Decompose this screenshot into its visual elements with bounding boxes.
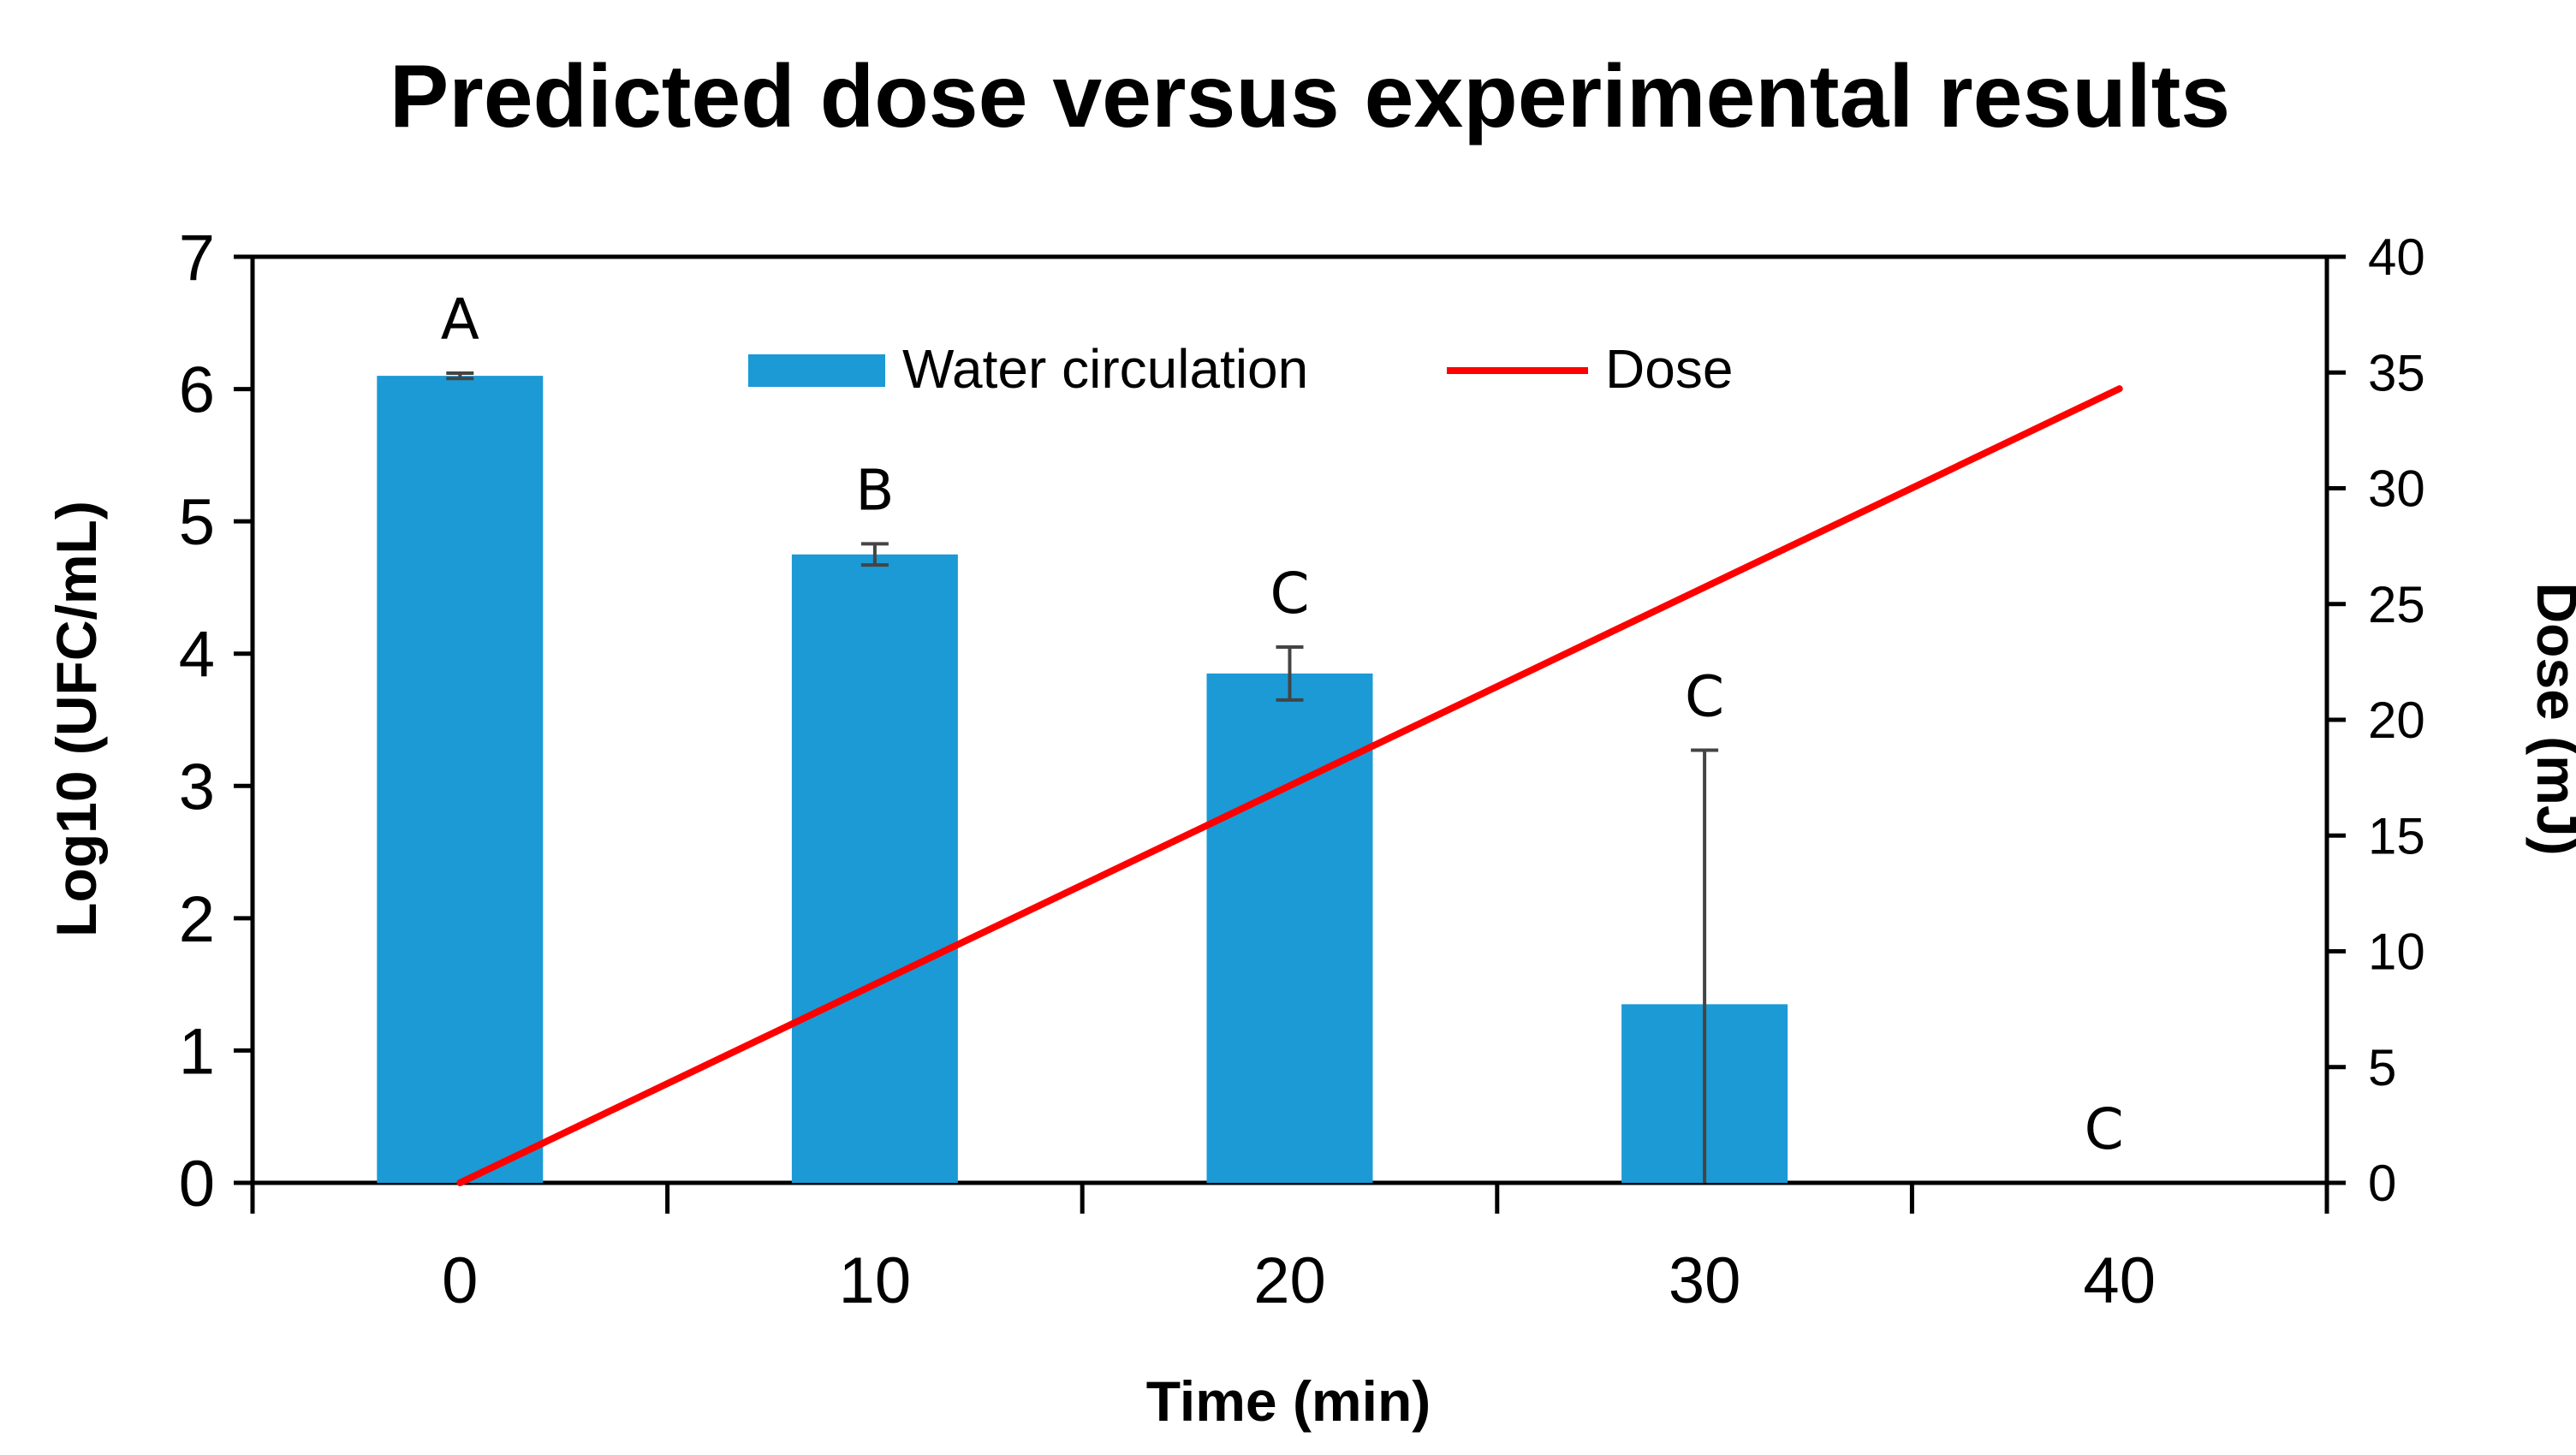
bar	[1206, 673, 1373, 1183]
y2-tick-label: 40	[2368, 229, 2425, 286]
x-tick-label: 10	[839, 1244, 912, 1317]
y2-tick-label: 25	[2368, 576, 2425, 633]
y-tick-label: 5	[179, 486, 215, 559]
x-tick-label: 20	[1253, 1244, 1326, 1317]
y2-tick-label: 0	[2368, 1155, 2396, 1212]
x-tick-label: 0	[442, 1244, 478, 1317]
x-tick-label: 40	[2083, 1244, 2156, 1317]
legend: Water circulation Dose	[748, 338, 1733, 400]
significance-letter: C	[2085, 1096, 2124, 1162]
significance-letters: A B C C C	[441, 287, 2124, 1162]
x-tick-label: 30	[1669, 1244, 1741, 1317]
bar	[791, 554, 958, 1183]
legend-label-dose: Dose	[1605, 338, 1733, 400]
dose-line-group	[456, 385, 2123, 1186]
y-tick-label: 2	[179, 883, 215, 956]
y-tick-label: 3	[179, 751, 215, 823]
chart-title: Predicted dose versus experimental resul…	[390, 47, 2230, 146]
dose-line	[456, 385, 2123, 1186]
y-tick-label: 7	[179, 222, 215, 294]
y2-tick-label: 15	[2368, 807, 2425, 864]
y2-tick-label: 20	[2368, 692, 2425, 749]
legend-swatch-water	[748, 354, 885, 387]
y2-axis-title: Dose (mJ)	[2525, 582, 2576, 855]
bars	[377, 376, 1788, 1184]
y-tick-label: 4	[179, 619, 215, 692]
x-axis-title: Time (min)	[1146, 1369, 1431, 1433]
significance-letter: A	[441, 287, 479, 353]
legend-label-water: Water circulation	[902, 338, 1308, 400]
significance-letter: C	[1685, 664, 1724, 730]
y2-tick-label: 35	[2368, 344, 2425, 401]
tick-labels: 0 1 2 3 4 5 6 7 0 5 10 15 20 25 30 35 40 0 10 20 30 40	[179, 222, 2425, 1317]
error-bars	[446, 371, 1719, 1183]
y2-tick-label: 10	[2368, 923, 2425, 981]
y2-tick-label: 30	[2368, 460, 2425, 518]
y-tick-label: 6	[179, 354, 215, 427]
y-axis-title: Log10 (UFC/mL)	[45, 501, 108, 937]
bar	[377, 376, 544, 1184]
y2-tick-label: 5	[2368, 1039, 2396, 1096]
significance-letter: B	[855, 457, 894, 523]
y-tick-label: 1	[179, 1015, 215, 1088]
significance-letter: C	[1270, 561, 1309, 627]
y-tick-label: 0	[179, 1148, 215, 1220]
